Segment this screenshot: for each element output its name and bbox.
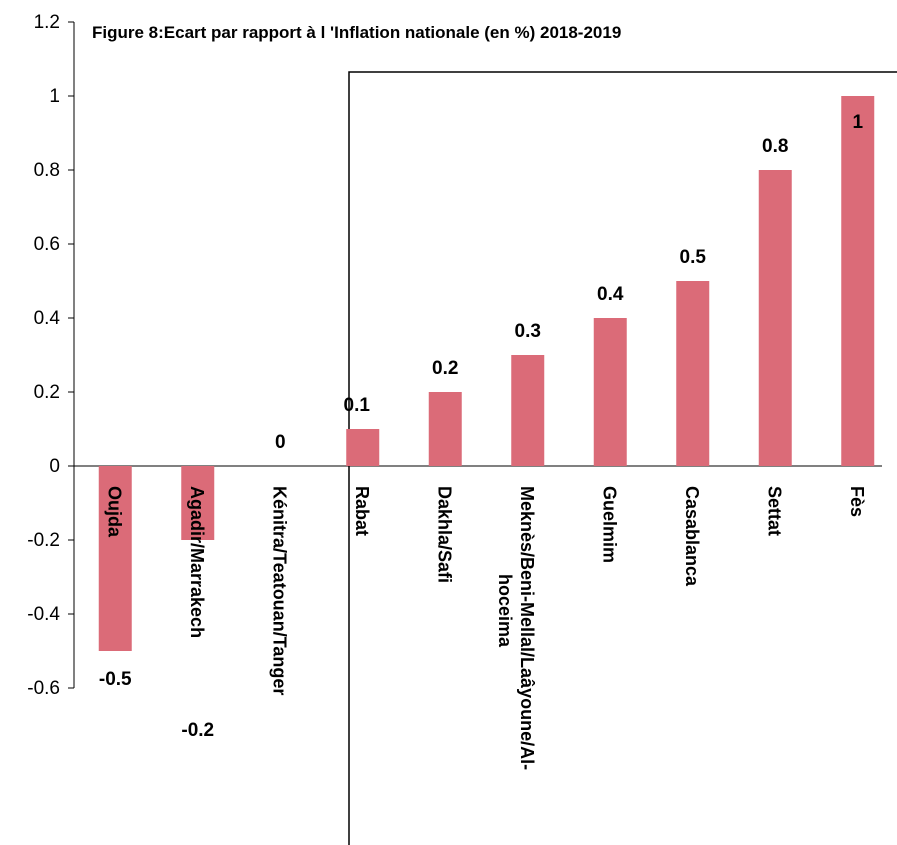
data-label: 1 [852, 112, 863, 133]
y-tick-label: 0.6 [34, 234, 60, 255]
category-label: Settat [764, 486, 784, 536]
category-label: Agadir/Marrakech [187, 486, 207, 638]
category-label: Guelmim [599, 486, 619, 563]
bar [676, 281, 710, 466]
data-label: -0.5 [99, 669, 132, 690]
data-label: -0.2 [181, 720, 214, 741]
y-tick-label: -0.6 [27, 678, 60, 699]
category-label: Oujda [104, 486, 124, 538]
y-tick-label: 0 [49, 456, 60, 477]
bar [181, 466, 215, 540]
category-label: Meknès/Beni-Mellal/Laâyoune/Al- [517, 486, 537, 770]
y-tick-label: 0.4 [34, 308, 61, 329]
bar [511, 355, 545, 466]
chart-title: Figure 8:Ecart par rapport à l 'Inflatio… [92, 23, 621, 42]
bar [346, 429, 380, 466]
bar [841, 96, 875, 466]
data-label: 0.3 [515, 321, 541, 342]
bar [758, 170, 792, 466]
category-label: Dakhla/Safi [434, 486, 454, 583]
data-label: 0.4 [597, 284, 624, 305]
category-labels: Oujda Agadir/Marrakech Kénitra/Teatouan/Ta… [104, 486, 867, 770]
bar [98, 466, 132, 651]
category-label: Casablanca [682, 486, 702, 587]
y-tick-label: 1 [49, 86, 60, 107]
data-label: 0 [275, 432, 286, 453]
y-tick-label: 0.2 [34, 382, 60, 403]
data-label: 0.5 [680, 247, 707, 268]
y-tick-label: -0.2 [27, 530, 60, 551]
y-tick-label: -0.4 [27, 604, 60, 625]
data-label: 0.1 [344, 395, 371, 416]
category-label: Kénitra/Teatouan/Tanger [269, 486, 289, 695]
data-label: 0.2 [432, 358, 458, 379]
bar [593, 318, 627, 466]
data-label: 0.8 [762, 136, 788, 157]
category-label: Fès [847, 486, 867, 517]
y-tick-label: 0.8 [34, 160, 60, 181]
data-labels: -0.5 -0.2 0 0.1 0.2 0.3 0.4 0.5 0.8 1 [99, 112, 864, 741]
category-label-line-2: hoceima [495, 574, 515, 648]
category-label: Rabat [352, 486, 372, 536]
bars [98, 96, 875, 651]
bar [428, 392, 462, 466]
y-tick-label: 1.2 [34, 12, 60, 33]
y-axis-ticks: 1.2 1 0.8 0.6 0.4 0.2 0 -0.2 -0.4 -0.6 [27, 12, 74, 699]
